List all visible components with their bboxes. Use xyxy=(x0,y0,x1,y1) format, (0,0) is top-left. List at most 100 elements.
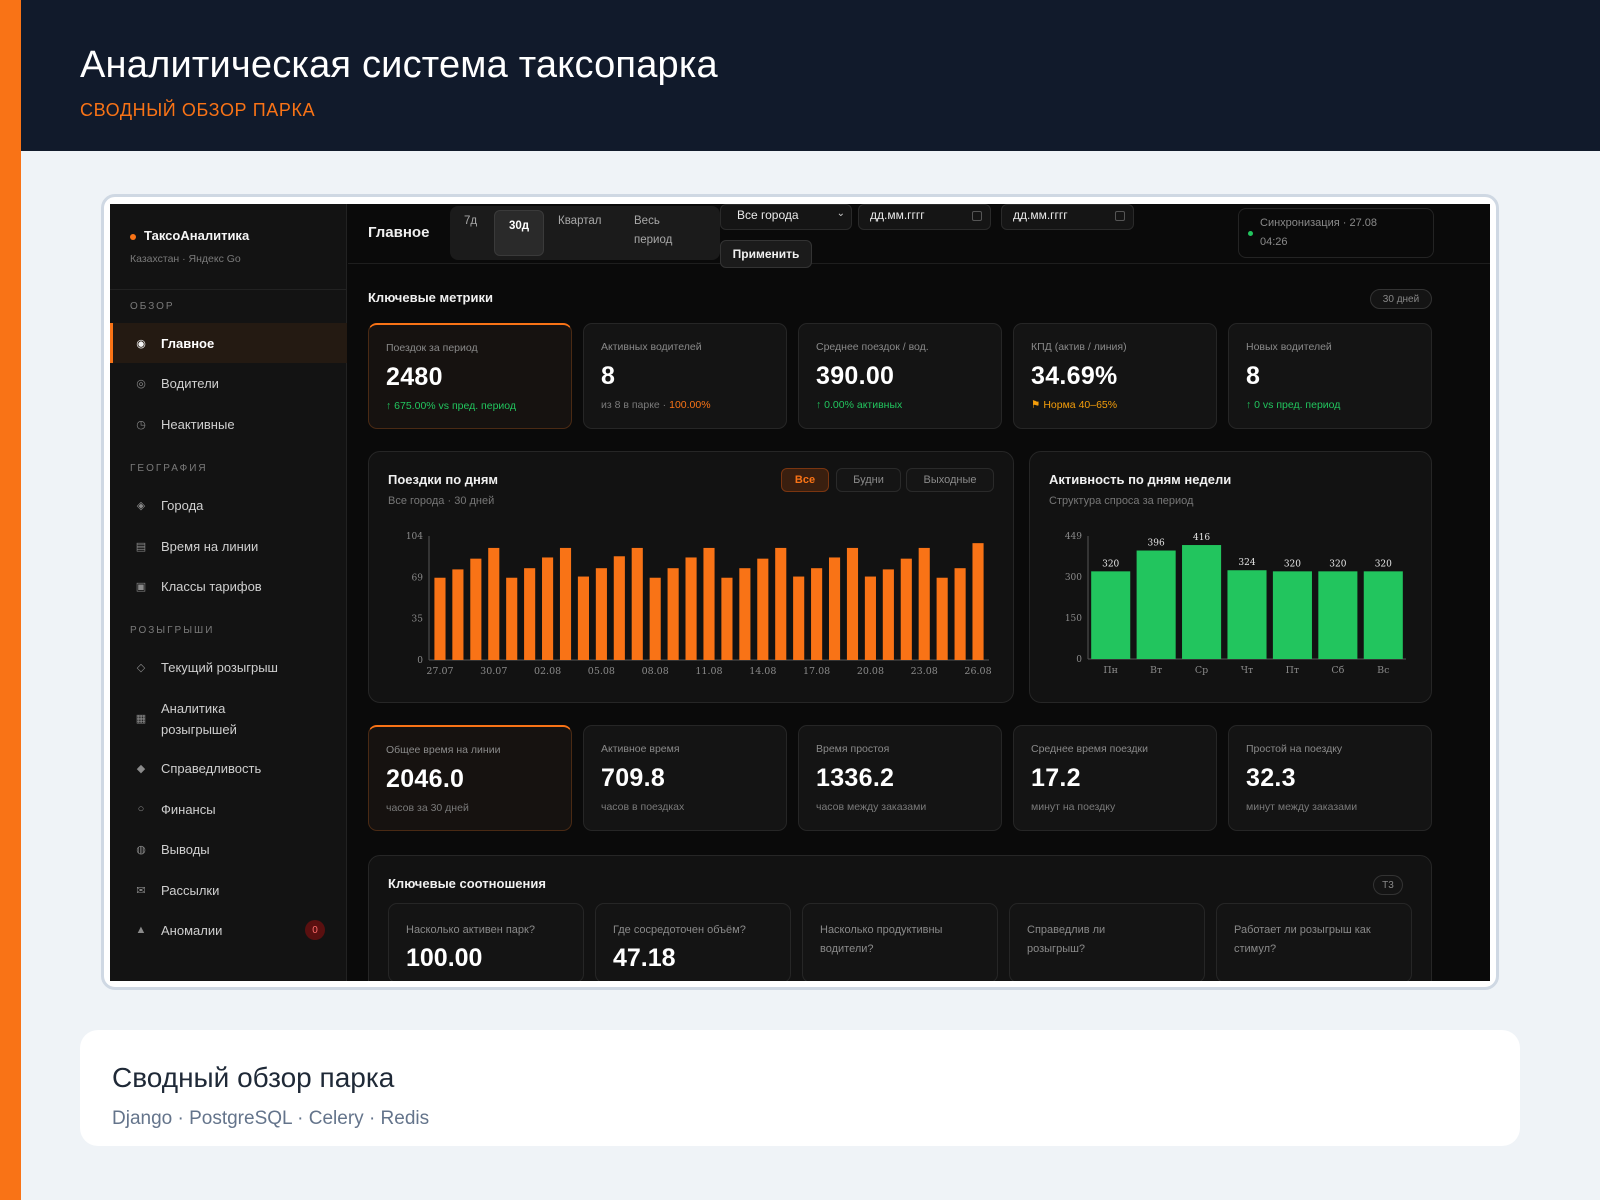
bar xyxy=(577,576,590,660)
x-tick-label: 14.08 xyxy=(749,666,776,677)
filter-all-button[interactable]: Все xyxy=(781,468,829,492)
time-card-active: Активное время 709.8 часов в поездках xyxy=(583,725,787,831)
bar xyxy=(559,547,572,660)
kpi-value: 17.2 xyxy=(1031,764,1081,792)
x-tick-label: Чт xyxy=(1241,665,1254,676)
bar xyxy=(631,547,643,660)
dashboard-screenshot: ТаксоАналитика Казахстан · Яндекс Go ОБЗ… xyxy=(110,204,1490,981)
key-metrics-title: Ключевые метрики xyxy=(368,290,493,305)
page-title: Главное xyxy=(368,224,430,241)
sidebar-item-cities[interactable]: ◈ Города xyxy=(110,485,347,525)
bar xyxy=(470,558,482,660)
sidebar-item-line-time[interactable]: ▤ Время на линии xyxy=(110,526,347,566)
ratio-card-incentive: Работает ли розыгрыш как стимул? xyxy=(1216,903,1412,981)
diamond-icon: ◈ xyxy=(136,499,146,512)
mail-icon: ✉ xyxy=(136,884,146,897)
date-from-field[interactable]: дд.мм.гггг xyxy=(858,204,991,230)
x-tick-label: 17.08 xyxy=(803,666,830,677)
kpi-card-efficiency: КПД (актив / линия) 34.69% ⚑ Норма 40–65… xyxy=(1013,323,1217,429)
ratio-card-volume: Где сосредоточен объём? 47.18 xyxy=(595,903,791,981)
sidebar-item-inactive[interactable]: ◷ Неактивные xyxy=(110,404,347,444)
sidebar-item-current-raffle[interactable]: ◇ Текущий розыгрыш xyxy=(110,647,347,687)
bar xyxy=(846,547,859,660)
y-tick-label: 69 xyxy=(412,574,424,584)
ratio-card-fairness: Справедлив ли розыгрыш? xyxy=(1009,903,1205,981)
sidebar-item-mailings[interactable]: ✉ Рассылки xyxy=(110,870,347,910)
warning-icon: ▲ xyxy=(135,924,147,936)
period-all-button[interactable]: Весь период xyxy=(634,215,673,246)
bar-value-label: 320 xyxy=(1284,559,1301,569)
y-tick-label: 0 xyxy=(1076,655,1082,665)
kpi-value: 2046.0 xyxy=(386,765,465,793)
time-card-idle-per-trip: Простой на поездку 32.3 минут между зака… xyxy=(1228,725,1432,831)
weekday-activity-chart: 0 150 300 449 320 Пн 396 Вт 416 Ср 324 Чт 320 Пт 320 Сб… xyxy=(1065,532,1406,676)
bar xyxy=(954,568,966,660)
x-tick-label: Пн xyxy=(1103,665,1118,676)
brand-name: ТаксоАналитика xyxy=(144,228,250,243)
sidebar-item-finance[interactable]: ○ Финансы xyxy=(110,789,347,829)
calendar-icon xyxy=(972,211,982,221)
sidebar-item-label: Финансы xyxy=(161,801,216,817)
square-icon: ▣ xyxy=(135,580,147,593)
y-tick-label: 300 xyxy=(1065,573,1082,583)
sidebar-item-drivers[interactable]: ◎ Водители xyxy=(110,363,347,403)
time-card-idle: Время простоя 1336.2 часов между заказам… xyxy=(798,725,1002,831)
kpi-card-new-drivers: Новых водителей 8 ↑ 0 vs пред. период xyxy=(1228,323,1432,429)
kpi-label: Среднее поездок / вод. xyxy=(816,341,929,353)
brand[interactable]: ТаксоАналитика xyxy=(130,228,249,243)
ratio-label: Насколько продуктивны водители? xyxy=(820,924,943,955)
sync-label: Синхронизация · 27.08 xyxy=(1260,217,1377,229)
bar xyxy=(775,547,787,660)
chevron-down-icon: ⌄ xyxy=(836,208,845,219)
kpi-label: Простой на поездку xyxy=(1246,743,1343,755)
sidebar-item-label: Аномалии xyxy=(161,922,223,938)
kpi-label: Поездок за период xyxy=(386,342,478,354)
kpi-label: КПД (актив / линия) xyxy=(1031,341,1127,353)
nav-section-raffles: РОЗЫГРЫШИ xyxy=(130,625,215,636)
x-tick-label: Вт xyxy=(1150,665,1162,676)
bar xyxy=(882,569,894,660)
date-to-field[interactable]: дд.мм.гггг xyxy=(1001,204,1134,230)
x-tick-label: Вс xyxy=(1377,665,1389,676)
tech-stack: Django · PostgreSQL · Celery · Redis xyxy=(112,1108,430,1129)
kpi-note: ↑ 0.00% активных xyxy=(816,399,903,411)
period-quarter-button[interactable]: Квартал xyxy=(558,215,602,227)
ratio-label: Насколько активен парк? xyxy=(406,924,535,936)
sidebar-item-anomalies[interactable]: ▲ Аномалии 0 xyxy=(110,910,347,950)
period-switcher: 7д 30д Квартал Весь период xyxy=(450,206,720,260)
bar-value-label: 320 xyxy=(1375,559,1392,569)
ratio-card-productivity: Насколько продуктивны водители? xyxy=(802,903,998,981)
divider xyxy=(110,289,347,290)
sidebar-item-conclusions[interactable]: ◍ Выводы xyxy=(110,829,347,869)
sidebar-item-raffle-analytics[interactable]: ▦ Аналитика розыгрышей xyxy=(110,695,347,743)
apply-button[interactable]: Применить xyxy=(720,240,812,268)
kpi-value: 8 xyxy=(601,362,616,390)
main-content: Главное 7д 30д Квартал Весь период Все г… xyxy=(348,204,1490,981)
kpi-card-trips: Поездок за период 2480 ↑ 675.00% vs пред… xyxy=(368,323,572,429)
bar xyxy=(667,568,679,660)
y-tick-label: 150 xyxy=(1065,614,1082,624)
kpi-card-active-drivers: Активных водителей 8 из 8 в парке · 100.… xyxy=(583,323,787,429)
ratio-card-activity: Насколько активен парк? 100.00 xyxy=(388,903,584,981)
sidebar-item-tariff-classes[interactable]: ▣ Классы тарифов xyxy=(110,566,347,606)
city-select[interactable]: Все города ⌄ xyxy=(720,204,852,230)
trips-by-day-card: Поездки по дням Все города · 30 дней Все… xyxy=(368,451,1014,703)
x-tick-label: 11.08 xyxy=(695,666,722,677)
filter-weekends-button[interactable]: Выходные xyxy=(906,468,994,492)
time-card-line-total: Общее время на линии 2046.0 часов за 30 … xyxy=(368,725,572,831)
diamond-filled-icon: ◆ xyxy=(136,762,146,775)
bar xyxy=(649,577,661,660)
period-7d-button[interactable]: 7д xyxy=(464,215,478,227)
filter-weekdays-button[interactable]: Будни xyxy=(836,468,901,492)
brand-dot-icon xyxy=(130,233,136,240)
kpi-note: ↑ 675.00% vs пред. период xyxy=(386,400,517,412)
sidebar-item-main[interactable]: ◉ Главное xyxy=(110,323,347,363)
sidebar-item-fairness[interactable]: ◆ Справедливость xyxy=(110,748,347,788)
ratio-value: 47.18 xyxy=(613,944,676,972)
anomalies-count-badge: 0 xyxy=(305,920,325,940)
bar xyxy=(524,568,536,660)
period-30d-button[interactable]: 30д xyxy=(494,210,544,256)
chart-subtitle: Структура спроса за период xyxy=(1049,495,1194,507)
sidebar: ТаксоАналитика Казахстан · Яндекс Go ОБЗ… xyxy=(110,204,347,981)
x-tick-label: Ср xyxy=(1195,665,1208,676)
